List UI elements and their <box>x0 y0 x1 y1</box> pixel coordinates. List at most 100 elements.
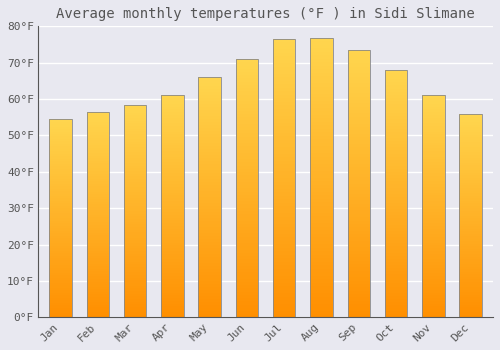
Bar <box>86 274 109 276</box>
Bar <box>310 153 332 157</box>
Bar <box>236 182 258 185</box>
Bar <box>460 190 482 193</box>
Bar <box>124 261 146 264</box>
Bar <box>124 264 146 267</box>
Bar <box>161 118 184 120</box>
Bar <box>124 214 146 216</box>
Bar <box>86 189 109 191</box>
Bar <box>198 107 221 110</box>
Bar <box>310 94 332 97</box>
Bar <box>460 142 482 145</box>
Bar <box>124 283 146 286</box>
Bar <box>460 313 482 315</box>
Bar <box>236 127 258 130</box>
Bar <box>422 248 444 251</box>
Bar <box>273 154 295 158</box>
Bar <box>124 222 146 224</box>
Bar <box>385 107 407 110</box>
Bar <box>348 217 370 220</box>
Bar <box>161 279 184 281</box>
Bar <box>236 204 258 208</box>
Bar <box>161 137 184 140</box>
Bar <box>310 90 332 94</box>
Bar <box>460 272 482 274</box>
Bar <box>310 41 332 45</box>
Bar <box>348 231 370 234</box>
Bar <box>273 136 295 140</box>
Bar <box>422 262 444 265</box>
Bar <box>124 182 146 184</box>
Bar <box>422 115 444 118</box>
Bar <box>86 307 109 310</box>
Bar <box>348 133 370 137</box>
Bar <box>236 59 258 317</box>
Bar <box>161 248 184 251</box>
Bar <box>124 150 146 153</box>
Bar <box>385 70 407 73</box>
Bar <box>460 307 482 310</box>
Bar <box>422 251 444 254</box>
Bar <box>86 315 109 317</box>
Bar <box>124 227 146 230</box>
Bar <box>273 112 295 116</box>
Bar <box>161 267 184 270</box>
Bar <box>161 159 184 162</box>
Bar <box>273 164 295 168</box>
Bar <box>348 50 370 53</box>
Bar <box>50 265 72 268</box>
Bar <box>273 74 295 77</box>
Bar <box>422 134 444 137</box>
Bar <box>348 184 370 187</box>
Bar <box>460 130 482 132</box>
Bar <box>422 184 444 187</box>
Bar <box>198 308 221 312</box>
Bar <box>385 132 407 135</box>
Bar <box>236 308 258 311</box>
Bar <box>86 143 109 145</box>
Bar <box>385 240 407 243</box>
Bar <box>422 129 444 132</box>
Bar <box>273 102 295 105</box>
Bar <box>50 124 72 127</box>
Bar <box>460 259 482 262</box>
Bar <box>348 80 370 83</box>
Bar <box>348 267 370 271</box>
Bar <box>348 271 370 274</box>
Bar <box>161 290 184 293</box>
Bar <box>198 92 221 95</box>
Bar <box>50 144 72 146</box>
Bar <box>86 225 109 228</box>
Bar <box>198 248 221 251</box>
Bar <box>273 158 295 161</box>
Bar <box>86 194 109 197</box>
Bar <box>310 38 332 41</box>
Bar <box>198 89 221 92</box>
Bar <box>198 251 221 254</box>
Bar <box>124 142 146 145</box>
Bar <box>124 184 146 187</box>
Bar <box>86 302 109 304</box>
Bar <box>124 291 146 294</box>
Bar <box>310 286 332 289</box>
Bar <box>385 110 407 113</box>
Bar <box>124 224 146 227</box>
Bar <box>422 284 444 287</box>
Bar <box>385 200 407 203</box>
Bar <box>348 127 370 130</box>
Bar <box>460 229 482 231</box>
Bar <box>236 211 258 214</box>
Bar <box>198 95 221 98</box>
Bar <box>385 222 407 225</box>
Bar <box>161 301 184 303</box>
Bar <box>124 120 146 123</box>
Bar <box>310 296 332 300</box>
Bar <box>198 306 221 308</box>
Bar <box>198 285 221 287</box>
Bar <box>273 175 295 178</box>
Bar <box>236 301 258 304</box>
Bar <box>86 153 109 155</box>
Bar <box>348 254 370 257</box>
Bar <box>161 270 184 273</box>
Bar <box>385 175 407 178</box>
Bar <box>50 208 72 211</box>
